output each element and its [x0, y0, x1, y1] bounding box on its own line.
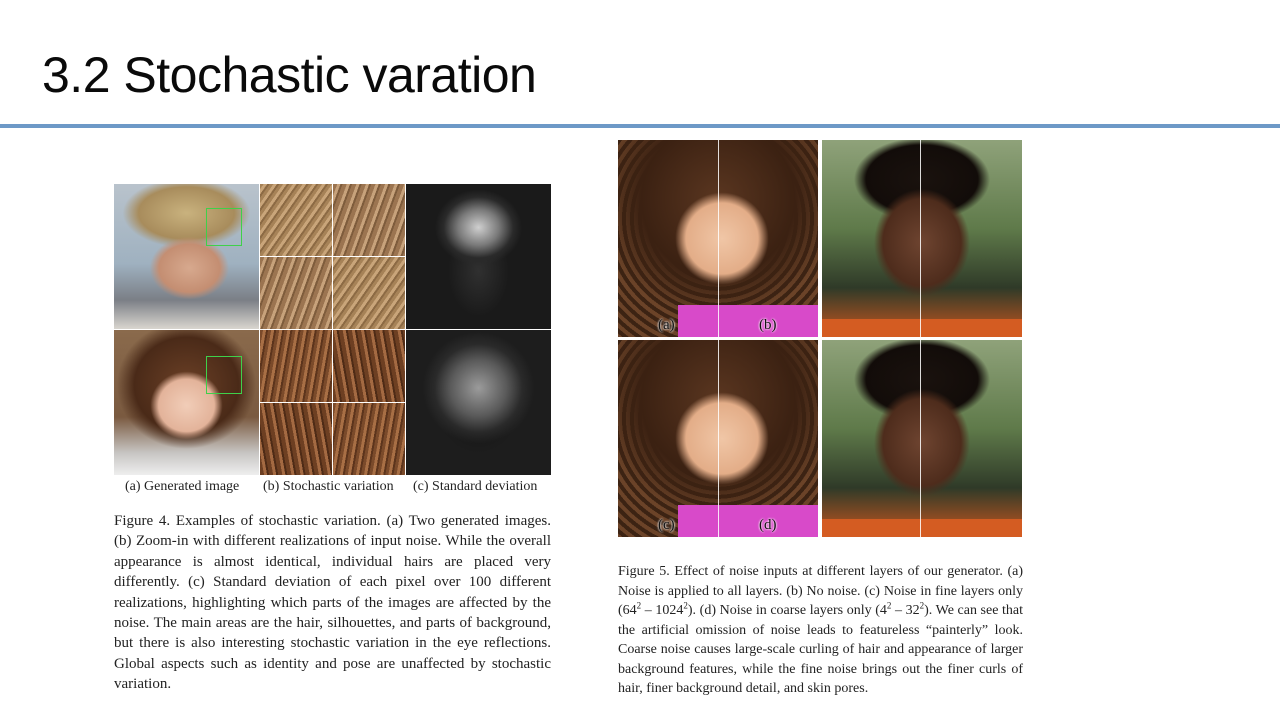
- generated-image-girl: [114, 330, 259, 475]
- subcaption-a: (a) Generated image: [125, 479, 240, 494]
- std-dev-image-girl: [406, 330, 551, 475]
- split-divider: [920, 340, 921, 537]
- coarse-range-start: 4: [879, 603, 887, 618]
- figure5-caption: Figure 5. Effect of noise inputs at diff…: [618, 562, 1023, 699]
- noise-zoom-man-1: [260, 184, 332, 256]
- noise-zoom-man-2: [333, 184, 405, 256]
- subcaption-b: (b) Stochastic variation: [263, 479, 394, 494]
- coarse-range-end: 32: [905, 603, 920, 618]
- split-divider: [718, 140, 719, 337]
- figure5-image-grid: (a) (b) (c) (d): [618, 140, 1022, 537]
- split-divider: [718, 340, 719, 537]
- zoom-region-marker: [206, 208, 242, 246]
- exponent: 2: [683, 600, 688, 611]
- split-divider: [920, 140, 921, 337]
- zoom-region-marker: [206, 356, 242, 394]
- figure4-caption: Figure 4. Examples of stochastic variati…: [114, 513, 551, 693]
- panel-label-b: (b): [759, 317, 777, 333]
- std-dev-image-man: [406, 184, 551, 329]
- shirt: [678, 505, 818, 537]
- subcaption-c: (c) Standard deviation: [413, 479, 538, 494]
- exponent: 2: [886, 600, 892, 611]
- slide-title: 3.2 Stochastic varation: [42, 47, 537, 103]
- shirt: [678, 305, 818, 337]
- panel-label-d: (d): [759, 517, 777, 533]
- panel-label-a: (a): [658, 317, 675, 333]
- caption-text-1: Figure 5. Effect of noise inputs at diff…: [618, 564, 1023, 618]
- noise-zoom-girl-2: [333, 330, 405, 402]
- noise-zoom-man-3: [260, 257, 332, 329]
- fine-range-start: 64: [622, 603, 637, 618]
- kid-image-ab: (a) (b): [618, 140, 818, 337]
- title-divider: [0, 124, 1280, 128]
- range-separator: –: [641, 603, 656, 618]
- noise-zoom-man-4: [333, 257, 405, 329]
- exponent: 2: [636, 600, 642, 611]
- figure4-image-grid: [114, 184, 551, 475]
- noise-zoom-girl-1: [260, 330, 332, 402]
- teen-image-bottom: [822, 340, 1022, 537]
- fine-range-end: 1024: [655, 603, 684, 618]
- shirt: [822, 319, 1022, 337]
- teen-image-top: [822, 140, 1022, 337]
- kid-image-cd: (c) (d): [618, 340, 818, 537]
- noise-zoom-girl-3: [260, 403, 332, 475]
- generated-image-man: [114, 184, 259, 329]
- range-separator: –: [891, 603, 906, 618]
- panel-label-c: (c): [658, 517, 675, 533]
- exponent: 2: [919, 600, 925, 611]
- caption-text-2: ). (d) Noise in coarse layers only (: [687, 603, 880, 618]
- caption-text-3: ). We can see that the artificial omissi…: [618, 603, 1024, 696]
- noise-zoom-girl-4: [333, 403, 405, 475]
- shirt: [822, 519, 1022, 537]
